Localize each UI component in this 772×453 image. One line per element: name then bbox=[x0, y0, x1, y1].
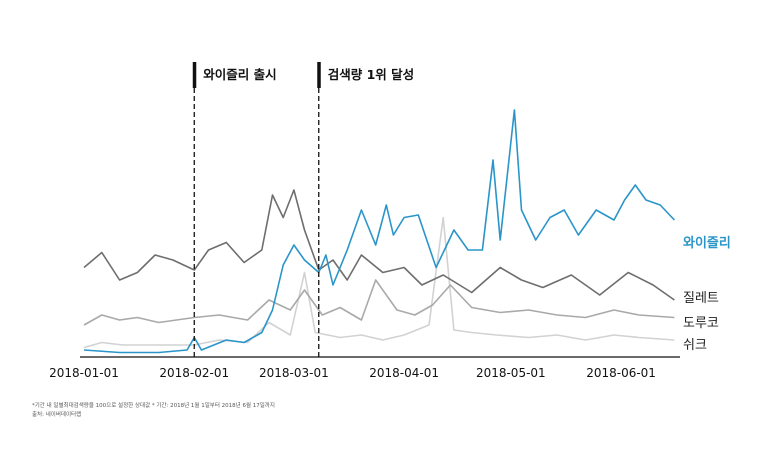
series-label-0: 와이즐리 bbox=[683, 235, 731, 251]
annotation-marker-0 bbox=[192, 62, 197, 88]
series-line-0 bbox=[83, 109, 675, 354]
x-tick-label-3: 2018-04-01 bbox=[369, 366, 439, 380]
annotation-label-0: 와이즐리 출시 bbox=[203, 67, 276, 82]
series-label-2: 도루코 bbox=[683, 316, 719, 331]
x-tick-label-1: 2018-02-01 bbox=[159, 366, 229, 380]
series-line-2 bbox=[83, 279, 675, 326]
annotation-label-1: 검색량 1위 달성 bbox=[328, 67, 414, 82]
footnote-method: *기간 내 일별최대검색량을 100으로 설정한 상대값 * 기간: 2018년… bbox=[32, 403, 275, 409]
series-label-3: 쉬크 bbox=[683, 338, 707, 353]
series-line-3 bbox=[83, 216, 675, 349]
series-line-1 bbox=[83, 189, 675, 301]
x-tick-label-2: 2018-03-01 bbox=[259, 366, 329, 380]
x-tick-label-0: 2018-01-01 bbox=[49, 366, 119, 380]
series-label-1: 질레트 bbox=[683, 291, 719, 306]
annotation-marker-1 bbox=[317, 62, 321, 88]
x-tick-label-4: 2018-05-01 bbox=[476, 366, 546, 380]
footnote-source: 출처: 네이버데이터랩 bbox=[32, 412, 82, 418]
x-tick-label-5: 2018-06-01 bbox=[586, 366, 656, 380]
